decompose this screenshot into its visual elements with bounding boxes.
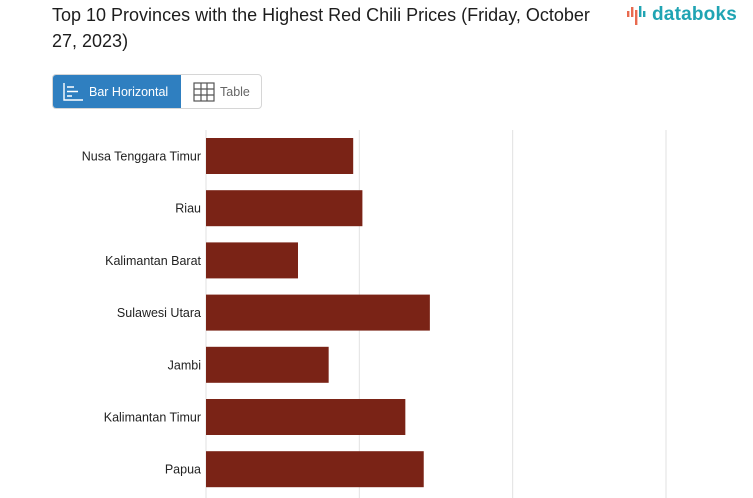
bar-horizontal-label: Bar Horizontal [89, 84, 169, 99]
databoks-logo-text: databoks [652, 4, 738, 25]
chart-title: Top 10 Provinces with the Highest Red Ch… [52, 5, 590, 51]
category-label-2: Kalimantan Barat [105, 254, 201, 268]
bar-0[interactable] [206, 138, 354, 174]
bar-chart-icon [63, 82, 83, 101]
category-label-5: Kalimantan Timur [104, 411, 201, 425]
table-tab[interactable]: Table [181, 75, 250, 108]
bar-3[interactable] [206, 294, 430, 331]
bar-5[interactable] [206, 399, 406, 435]
bar-horizontal-tab[interactable]: Bar Horizontal [53, 75, 181, 108]
bar-chart: Nusa Tenggara Timur Riau Kalimantan Barat S… [82, 130, 667, 498]
bar-6[interactable] [206, 451, 424, 488]
bar-2[interactable] [206, 242, 298, 279]
view-toggle: Bar Horizontal Table [52, 74, 262, 109]
bar-4[interactable] [206, 346, 329, 383]
category-labels: Nusa Tenggara Timur Riau Kalimantan Barat S… [82, 150, 202, 477]
category-label-6: Papua [165, 463, 201, 477]
category-label-3: Sulawesi Utara [117, 306, 201, 320]
databoks-logo[interactable]: databoks [626, 4, 737, 26]
category-label-0: Nusa Tenggara Timur [82, 150, 201, 164]
databoks-logo-mark-icon [627, 6, 646, 25]
category-label-1: Riau [175, 202, 201, 216]
table-grid-icon [193, 81, 215, 102]
bars [206, 138, 430, 488]
table-label: Table [220, 84, 250, 99]
bar-1[interactable] [206, 190, 363, 227]
category-label-4: Jambi [168, 358, 201, 372]
